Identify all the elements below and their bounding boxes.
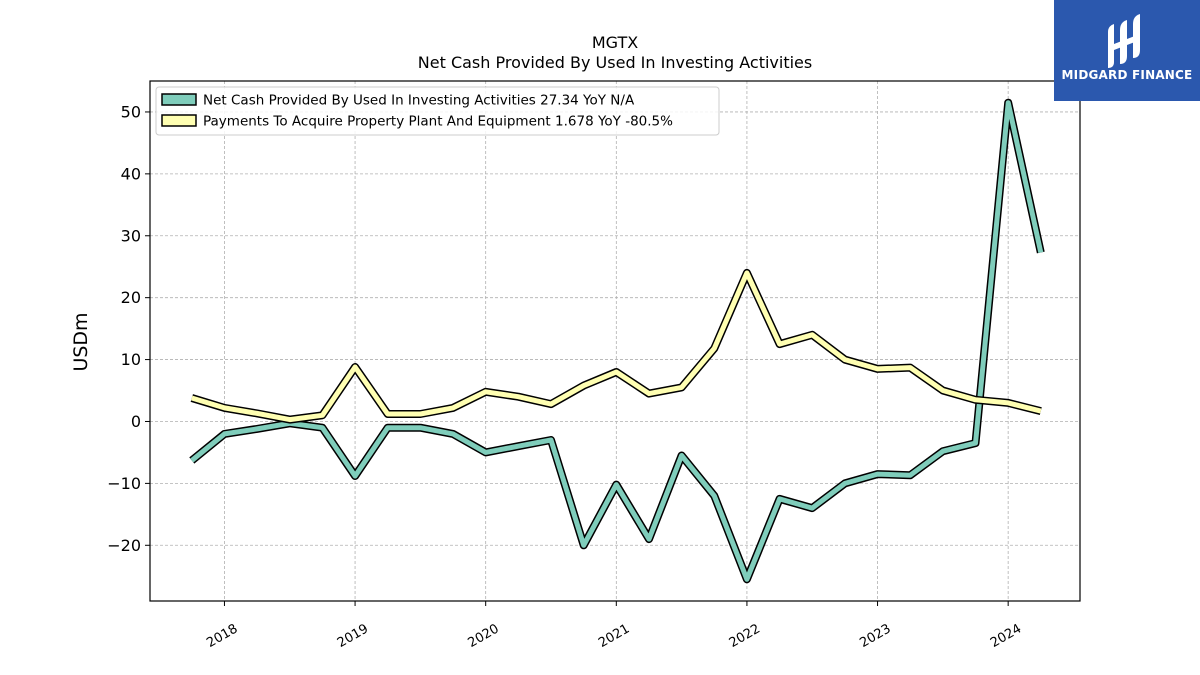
chart-title: MGTX <box>592 33 638 52</box>
legend-entry-1: Net Cash Provided By Used In Investing A… <box>161 93 635 109</box>
midgard-finance-logo: MIDGARD FINANCE <box>1054 0 1200 101</box>
legend: Net Cash Provided By Used In Investing A… <box>155 86 720 136</box>
y-axis: −20 −10 0 10 20 30 40 50 <box>107 102 150 555</box>
y-tick-label: −20 <box>107 536 141 555</box>
y-tick-label: 40 <box>121 164 141 183</box>
x-tick-label: 2019 <box>335 621 371 651</box>
legend-label-1: Net Cash Provided By Used In Investing A… <box>203 93 635 109</box>
y-tick-label: 20 <box>121 288 141 307</box>
legend-swatch-2 <box>161 114 197 127</box>
y-tick-label: 0 <box>131 412 141 431</box>
y-tick-label: 10 <box>121 350 141 369</box>
x-tick-label: 2020 <box>466 621 502 651</box>
x-tick-label: 2023 <box>857 621 893 651</box>
x-tick-label: 2024 <box>988 621 1024 651</box>
y-axis-label: USDm <box>70 312 92 371</box>
series-1-line <box>190 100 1044 582</box>
x-tick-label: 2022 <box>727 621 763 651</box>
x-tick-label: 2021 <box>596 621 632 651</box>
chart-subtitle: Net Cash Provided By Used In Investing A… <box>418 53 812 72</box>
midgard-logo-icon <box>1108 14 1140 68</box>
series-layer <box>189 98 1045 584</box>
y-tick-label: 50 <box>121 102 141 121</box>
legend-box <box>155 86 720 136</box>
x-axis: 2018 2019 2020 2021 2022 2023 2024 <box>204 601 1024 651</box>
y-tick-label: −10 <box>107 474 141 493</box>
legend-swatch-1 <box>161 93 197 106</box>
legend-label-2: Payments To Acquire Property Plant And E… <box>203 114 673 130</box>
x-tick-label: 2018 <box>204 621 240 651</box>
plot-frame <box>149 80 1081 602</box>
logo-text: MIDGARD FINANCE <box>1061 68 1193 82</box>
y-tick-label: 30 <box>121 226 141 245</box>
legend-entry-2: Payments To Acquire Property Plant And E… <box>161 114 673 130</box>
grid <box>150 81 1080 601</box>
series-2-line <box>191 270 1042 423</box>
